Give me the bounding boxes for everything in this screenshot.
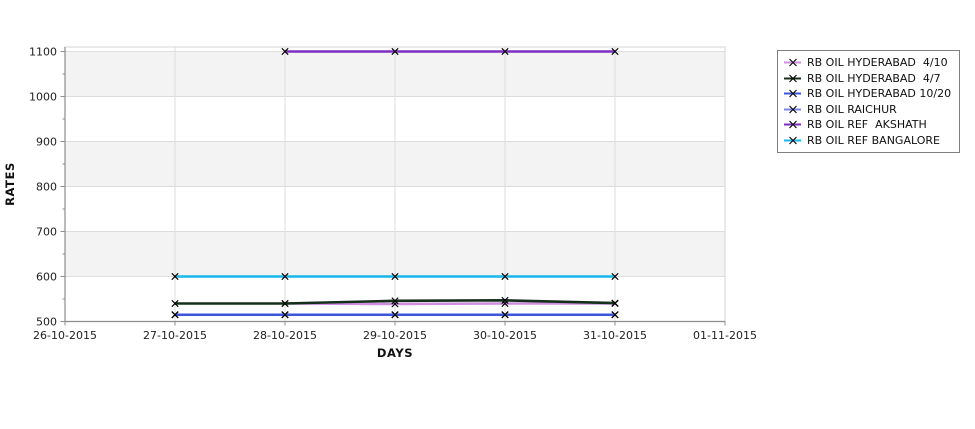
x-axis-title: DAYS [377,346,413,360]
y-tick-label: 1100 [29,46,57,59]
series-markers-rb-oil-ref-bangalore [171,272,619,281]
legend-item: RB OIL REF BANGALORE [784,133,951,149]
series-marker-icon [784,136,801,145]
series-marker-icon [784,58,801,67]
series-marker-icon [784,105,801,114]
legend-item: RB OIL RAICHUR [784,102,951,118]
y-tick-label: 800 [36,181,57,194]
legend-label: RB OIL REF BANGALORE [807,133,940,147]
legend-label: RB OIL HYDERABAD 4/10 [807,56,948,69]
y-tick-label: 900 [36,136,57,149]
legend-item: RB OIL HYDERABAD 4/7 [784,71,951,87]
legend-item: RB OIL HYDERABAD 4/10 [784,55,951,71]
x-tick-label: 27-10-2015 [143,329,207,342]
legend-label: RB OIL HYDERABAD 10/20 [807,87,952,100]
legend-label: RB OIL HYDERABAD 4/7 [807,71,941,85]
y-tick-label: 1000 [29,91,57,104]
x-tick-label: 29-10-2015 [363,329,427,342]
y-tick-label: 600 [36,271,57,284]
x-tick-label: 30-10-2015 [473,329,537,342]
series-markers-rb-oil-hyderabad-4-7 [171,296,619,308]
x-tick-label: 01-11-2015 [693,329,757,342]
legend-item: RB OIL REF AKSHATH [784,117,951,133]
plot-area: 500 600 700 800 900 1000 1100 26-10-2015 27-10-2… [29,46,757,343]
series-markers-rb-oil-hyderabad-10-20 [171,311,619,319]
legend-item: RB OIL HYDERABAD 10/20 [784,86,951,102]
chart-legend: RB OIL HYDERABAD 4/10 RB OIL HYDERABAD 4/… [777,50,961,153]
series-marker-icon [784,74,801,83]
legend-label: RB OIL REF AKSHATH [807,118,927,131]
series-marker-icon [784,120,801,129]
series-marker-icon [784,89,801,98]
legend-label: RB OIL RAICHUR [807,102,897,116]
x-tick-label: 31-10-2015 [583,329,647,342]
y-tick-label: 700 [36,226,57,239]
x-tick-label: 26-10-2015 [33,329,97,342]
y-axis-title: RATES [3,162,17,206]
series-markers-rb-oil-ref-akshath [281,47,619,56]
y-tick-label: 500 [36,316,57,329]
x-tick-label: 28-10-2015 [253,329,317,342]
